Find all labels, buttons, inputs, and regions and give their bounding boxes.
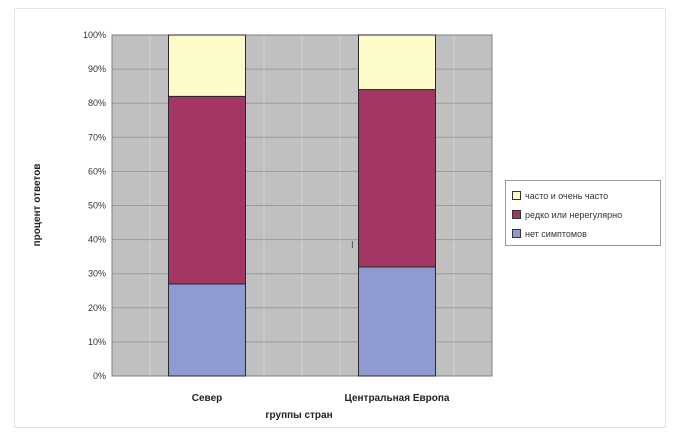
bar-segment-1-2 [168,95,246,285]
bar-segment-2-3 [358,34,436,91]
bars-group [168,34,436,377]
legend-item-frequent: часто и очень часто [512,186,654,205]
y-tick-label: 70% [88,132,106,142]
legend-swatch-none [512,229,521,238]
bar-segment-1-3 [168,34,246,97]
bar-segment-2-1 [358,266,436,377]
y-tick-label: 20% [88,303,106,313]
x-axis-categories: Север Центральная Европа [192,393,450,404]
y-axis-title: процент ответов [32,164,43,247]
legend-swatch-frequent [512,191,521,200]
legend-item-rare: редко или нерегулярно [512,205,654,224]
x-category-label: Центральная Европа [345,393,450,404]
y-tick-label: 100% [83,30,106,40]
x-category-label: Север [192,393,222,404]
y-tick-label: 40% [88,235,106,245]
y-tick-label: 80% [88,98,106,108]
legend-label-rare: редко или нерегулярно [525,209,623,220]
y-tick-label: 10% [88,337,106,347]
bar-segment-1-1 [168,283,246,377]
y-tick-label: 60% [88,166,106,176]
y-tick-label: 0% [93,371,106,381]
y-tick-label: 50% [88,201,106,211]
stray-text-cursor-mark: I [351,240,354,251]
y-tick-label: 90% [88,64,106,74]
x-axis-title: группы стран [265,410,332,421]
legend-label-frequent: часто и очень часто [525,190,609,201]
bar-segment-2-2 [358,89,436,268]
chart-legend: часто и очень часто редко или нерегулярн… [505,180,661,246]
legend-label-none: нет симптомов [525,228,587,239]
legend-swatch-rare [512,210,521,219]
plot-border [111,34,493,377]
y-tick-label: 30% [88,269,106,279]
legend-item-none: нет симптомов [512,224,654,243]
y-axis-ticks: 0% 10% 20% 30% 40% 50% 60% 70% 80% 90% 100% [83,30,106,381]
